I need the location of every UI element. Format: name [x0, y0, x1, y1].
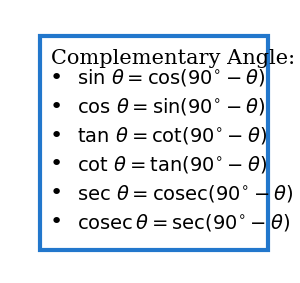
- Text: •: •: [50, 213, 63, 232]
- Text: •: •: [50, 97, 63, 117]
- Text: $\tan\,\theta = \cot(90^{\circ} - \theta)$: $\tan\,\theta = \cot(90^{\circ} - \theta…: [77, 125, 267, 146]
- Text: $\cos\,\theta = \sin(90^{\circ} - \theta)$: $\cos\,\theta = \sin(90^{\circ} - \theta…: [77, 96, 266, 117]
- Text: $\sec\,\theta = \mathrm{cosec}(90^{\circ} - \theta)$: $\sec\,\theta = \mathrm{cosec}(90^{\circ…: [77, 183, 293, 204]
- Text: •: •: [50, 68, 63, 87]
- Text: •: •: [50, 183, 63, 203]
- Text: $\sin\,\theta = \cos(90^{\circ} - \theta)$: $\sin\,\theta = \cos(90^{\circ} - \theta…: [77, 67, 266, 88]
- Text: Complementary Angle:: Complementary Angle:: [52, 49, 296, 68]
- Text: •: •: [50, 125, 63, 145]
- Text: •: •: [50, 155, 63, 175]
- Text: $\mathrm{cosec}\,\theta = \sec(90^{\circ} - \theta)$: $\mathrm{cosec}\,\theta = \sec(90^{\circ…: [77, 212, 290, 233]
- FancyBboxPatch shape: [40, 36, 268, 250]
- Text: $\cot\,\theta = \tan(90^{\circ} - \theta)$: $\cot\,\theta = \tan(90^{\circ} - \theta…: [77, 154, 267, 175]
